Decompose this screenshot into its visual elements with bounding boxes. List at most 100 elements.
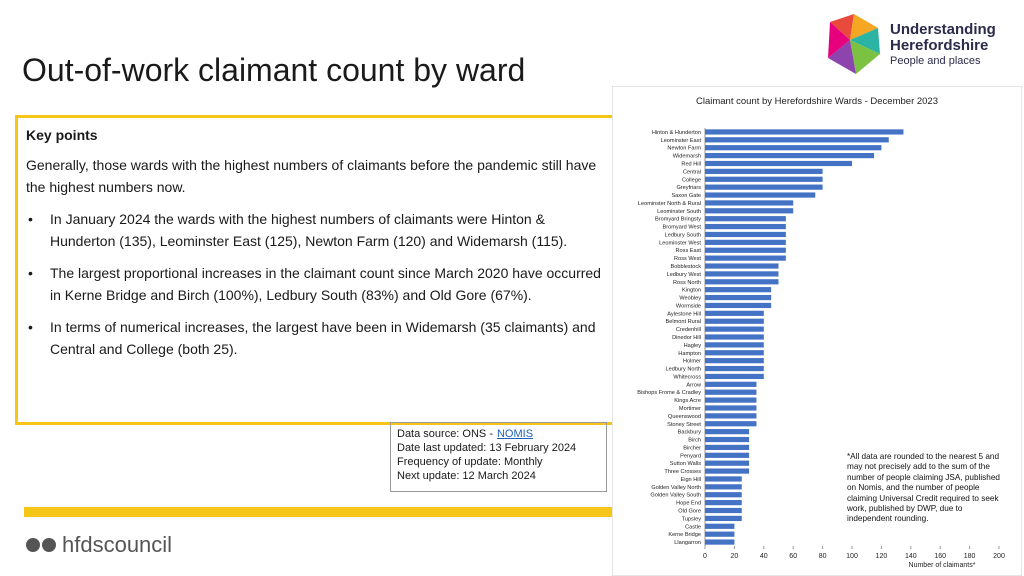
bar (705, 523, 735, 529)
y-tick-label: Red Hill (681, 161, 701, 167)
y-tick-label: Ledbury West (667, 272, 702, 278)
y-tick-label: Ross East (676, 248, 702, 254)
bar (705, 373, 764, 380)
bar (705, 507, 742, 514)
bar (705, 137, 889, 143)
bar (705, 279, 779, 285)
y-tick-label: Bromyard Bringsty (655, 217, 701, 223)
chart-note: *All data are rounded to the nearest 5 a… (847, 452, 1000, 524)
y-tick-label: Leominster North & Rural (638, 201, 701, 207)
chart-frame (612, 86, 1022, 576)
y-tick-label: Sutton Walls (670, 461, 701, 467)
y-tick-label: Three Crosses (664, 469, 701, 475)
y-tick-label: Golden Valley South (650, 493, 701, 499)
bar (705, 302, 772, 309)
y-tick-label: Hope End (676, 501, 701, 507)
y-tick-label: Saxon Gate (671, 193, 701, 199)
bar (705, 239, 786, 245)
y-tick-label: Newton Farm (667, 146, 701, 152)
y-tick-label: Bircher (683, 445, 701, 451)
bar (705, 129, 904, 135)
key-points-intro: Generally, those wards with the highest … (26, 157, 597, 195)
source-line: Next update: 12 March 2024 (397, 470, 536, 482)
y-tick-label: Birch (688, 438, 701, 444)
y-tick-label: Golden Valley North (651, 485, 701, 491)
bullet-list: In January 2024 the wards with the highe… (26, 208, 610, 360)
x-tick-label: 180 (964, 553, 976, 560)
bar (705, 310, 764, 316)
bar (705, 421, 757, 427)
bar (705, 460, 750, 466)
bar (705, 429, 750, 435)
bar (705, 476, 742, 482)
bar (705, 436, 750, 443)
y-tick-label: Ross North (673, 280, 701, 286)
bar (705, 468, 750, 474)
bar (705, 500, 742, 506)
nomis-link[interactable]: NOMIS (496, 428, 534, 440)
bar (705, 160, 852, 167)
x-tick-label: 100 (846, 553, 858, 560)
bar (705, 358, 764, 364)
bar (705, 326, 764, 332)
y-tick-label: Leominster East (661, 138, 702, 144)
y-tick-label: Credenhill (676, 327, 701, 333)
y-tick-label: Kerne Bridge (668, 532, 701, 538)
x-tick-label: 120 (876, 553, 888, 560)
y-tick-label: Central (683, 169, 701, 175)
x-tick-label: 40 (760, 553, 768, 560)
y-tick-label: College (682, 177, 701, 183)
y-tick-label: Hagley (684, 343, 702, 349)
y-tick-label: Aylestone Hill (667, 311, 701, 317)
bar (705, 168, 823, 174)
y-tick-label: Kings Acre (674, 398, 701, 404)
bar (705, 153, 875, 159)
y-tick-label: Ledbury South (665, 232, 701, 238)
bar (705, 192, 816, 198)
bar (705, 444, 750, 451)
bar (705, 200, 794, 206)
logo-mark (828, 14, 880, 74)
key-points-heading: Key points (26, 127, 98, 143)
logo-name: Understanding (890, 21, 996, 38)
bar (705, 452, 750, 458)
bar (705, 365, 764, 372)
key-points: Key points Generally, those wards with t… (15, 115, 621, 425)
y-tick-label: Hampton (678, 351, 701, 357)
bullet: In January 2024 the wards with the highe… (28, 208, 610, 252)
y-tick-label: Arrow (686, 382, 702, 388)
bar (705, 350, 764, 356)
source-line: Date last updated: 13 February 2024 (397, 442, 577, 454)
x-axis-label: Number of claimants* (909, 562, 976, 569)
data-source: Data source: ONS - NOMIS Date last update… (390, 422, 607, 492)
bar (705, 263, 779, 269)
x-tick-label: 160 (934, 553, 946, 560)
bar (705, 208, 794, 214)
bar (705, 294, 772, 301)
y-tick-label: Backbury (678, 430, 702, 436)
bar (705, 287, 772, 293)
y-tick-label: Castle (685, 524, 701, 530)
x-tick-label: 0 (703, 553, 707, 560)
bar (705, 318, 764, 324)
y-tick-label: Stoney Street (667, 422, 701, 428)
y-tick-label: Kington (682, 288, 701, 294)
y-tick-label: Belmont Rural (666, 319, 701, 325)
y-tick-label: Weobley (679, 296, 701, 302)
bar (705, 271, 779, 277)
y-tick-label: Tupsley (682, 516, 702, 522)
divider-band (24, 507, 612, 517)
y-tick-label: Eign Hill (680, 477, 701, 483)
social-icons (26, 538, 56, 552)
y-tick-label: Greyfriars (676, 185, 701, 191)
bar (705, 176, 823, 182)
bar (705, 413, 757, 419)
bar (705, 405, 757, 411)
bar (705, 334, 764, 340)
x-tick-label: 140 (905, 553, 917, 560)
logo-name: Herefordshire (890, 37, 989, 54)
bar (705, 381, 757, 387)
bullet: In terms of numerical increases, the lar… (28, 316, 610, 360)
bar (705, 531, 735, 537)
